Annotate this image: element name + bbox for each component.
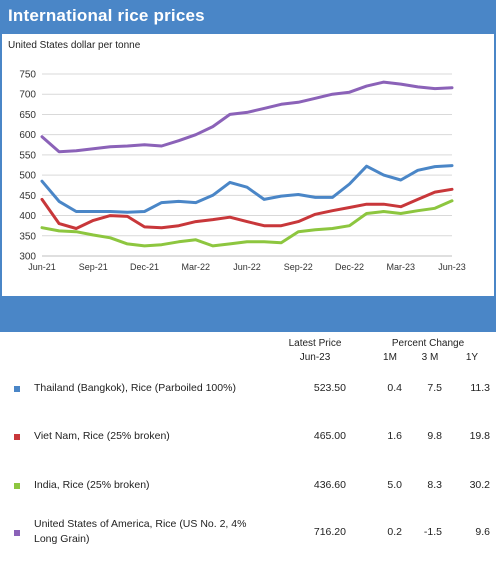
y-tick-label: 600 (19, 130, 36, 141)
y-tick-label: 650 (19, 110, 36, 121)
legend-swatch-usa (14, 530, 20, 536)
y-tick-label: 300 (19, 252, 36, 263)
col-1y-header: 1Y (465, 352, 479, 363)
x-tick-label: Jun-22 (233, 262, 261, 272)
y1-thailand: 11.3 (470, 382, 490, 394)
y-tick-label: 400 (19, 211, 36, 222)
y-tick-label: 550 (19, 150, 36, 161)
y1-usa: 9.6 (475, 526, 490, 538)
m1-vietnam: 1.6 (387, 430, 402, 442)
title-bar: International rice prices (0, 0, 496, 34)
m1-india: 5.0 (387, 479, 402, 491)
y-tick-label: 750 (19, 70, 36, 81)
x-tick-label: Jun-21 (28, 262, 56, 272)
m3-vietnam: 9.8 (427, 430, 442, 442)
legend-swatch-india (14, 483, 20, 489)
series-lines (40, 80, 454, 248)
y-tick-label: 450 (19, 191, 36, 202)
row-label-thailand: Thailand (Bangkok), Rice (Parboiled 100%… (34, 382, 236, 394)
y-tick-labels: 300 350 400 450 500 550 600 650 700 750 (19, 70, 36, 263)
x-tick-label: Jun-23 (438, 262, 466, 272)
y-tick-label: 350 (19, 231, 36, 242)
series-line-1 (40, 187, 454, 230)
m1-usa: 0.2 (387, 526, 402, 538)
x-tick-labels: Jun-21 Sep-21 Dec-21 Mar-22 Jun-22 Sep-22 Dec-… (28, 262, 466, 272)
m3-india: 8.3 (427, 479, 442, 491)
chart-frame (0, 34, 496, 296)
series-line-3 (40, 80, 454, 154)
price-thailand: 523.50 (313, 382, 346, 394)
latest-price-header: Latest Price (288, 338, 342, 349)
legend-swatch-thailand (14, 386, 20, 392)
col-3m-header: 3 M (421, 352, 439, 363)
chart-grid (42, 73, 452, 257)
price-india: 436.60 (313, 479, 346, 491)
y1-vietnam: 19.8 (469, 430, 490, 442)
price-vietnam: 465.00 (313, 430, 346, 442)
col-1m-header: 1M (383, 352, 397, 363)
x-tick-label: Dec-22 (335, 262, 364, 272)
y1-india: 30.2 (469, 479, 490, 491)
m3-usa: -1.5 (423, 526, 442, 538)
page-title: International rice prices (8, 6, 205, 25)
latest-price-period: Jun-23 (299, 352, 331, 363)
row-label-vietnam: Viet Nam, Rice (25% broken) (34, 430, 170, 442)
price-usa: 716.20 (313, 526, 346, 538)
percent-change-header: Percent Change (391, 338, 465, 349)
row-label-usa-line2: Long Grain) (34, 533, 90, 545)
series-line-2 (40, 199, 454, 248)
x-tick-label: Dec-21 (130, 262, 159, 272)
y-tick-label: 700 (19, 90, 36, 101)
legend-swatch-vietnam (14, 434, 20, 440)
y-tick-label: 500 (19, 171, 36, 182)
divider-band (0, 296, 496, 332)
series-line-0 (40, 164, 454, 214)
x-tick-label: Sep-22 (284, 262, 313, 272)
x-tick-label: Mar-23 (386, 262, 415, 272)
x-tick-label: Sep-21 (79, 262, 108, 272)
row-label-usa-line1: United States of America, Rice (US No. 2… (34, 518, 247, 530)
m3-thailand: 7.5 (427, 382, 442, 394)
m1-thailand: 0.4 (387, 382, 402, 394)
row-label-india: India, Rice (25% broken) (34, 479, 150, 491)
rice-price-chart: 300 350 400 450 500 550 600 650 700 750 Jun-21 Sep… (19, 70, 466, 273)
y-axis-unit-label: United States dollar per tonne (8, 40, 141, 51)
x-tick-label: Mar-22 (181, 262, 210, 272)
